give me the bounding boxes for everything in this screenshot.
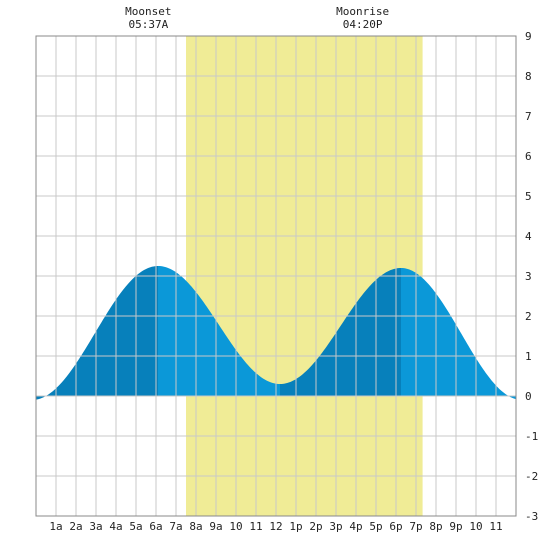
y-tick-label: -2 <box>525 470 538 483</box>
x-tick-label: 7a <box>169 520 182 533</box>
x-tick-label: 11 <box>249 520 262 533</box>
tide-segment-0 <box>36 266 158 400</box>
y-tick-label: 6 <box>525 150 532 163</box>
x-tick-label: 6a <box>149 520 162 533</box>
y-tick-label: 3 <box>525 270 532 283</box>
x-tick-label: 8a <box>189 520 202 533</box>
moonrise-label: Moonrise <box>336 5 390 18</box>
x-tick-label: 5p <box>369 520 382 533</box>
y-tick-label: -1 <box>525 430 538 443</box>
y-tick-label: 2 <box>525 310 532 323</box>
y-tick-label: -3 <box>525 510 538 523</box>
x-tick-label: 8p <box>429 520 442 533</box>
moonrise-annotation: Moonrise 04:20P <box>308 5 418 31</box>
plot-frame <box>35 35 517 517</box>
x-tick-label: 3p <box>329 520 342 533</box>
tide-segment-3 <box>401 268 516 400</box>
x-tick-label: 1a <box>49 520 62 533</box>
x-tick-label: 7p <box>409 520 422 533</box>
moonset-annotation: Moonset 05:37A <box>93 5 203 31</box>
moonrise-time: 04:20P <box>342 18 383 31</box>
x-tick-label: 1p <box>289 520 302 533</box>
tide-segment-2 <box>280 268 401 396</box>
y-tick-label: 0 <box>525 390 532 403</box>
x-tick-label: 12 <box>269 520 282 533</box>
x-tick-label: 3a <box>89 520 102 533</box>
x-tick-label: 6p <box>389 520 402 533</box>
tide-segment-1 <box>158 266 280 396</box>
moonset-label: Moonset <box>125 5 172 18</box>
x-tick-label: 10 <box>469 520 482 533</box>
x-tick-label: 10 <box>229 520 242 533</box>
y-tick-label: 1 <box>525 350 532 363</box>
x-tick-label: 2a <box>69 520 82 533</box>
x-tick-label: 9p <box>449 520 462 533</box>
x-tick-label: 4a <box>109 520 122 533</box>
moonset-time: 05:37A <box>128 18 169 31</box>
x-tick-label: 5a <box>129 520 142 533</box>
y-tick-label: 5 <box>525 190 532 203</box>
x-tick-label: 2p <box>309 520 322 533</box>
x-tick-label: 9a <box>209 520 222 533</box>
y-tick-label: 4 <box>525 230 532 243</box>
y-tick-label: 7 <box>525 110 532 123</box>
y-tick-label: 8 <box>525 70 532 83</box>
x-tick-label: 11 <box>489 520 502 533</box>
x-tick-label: 4p <box>349 520 362 533</box>
y-tick-label: 9 <box>525 30 532 43</box>
